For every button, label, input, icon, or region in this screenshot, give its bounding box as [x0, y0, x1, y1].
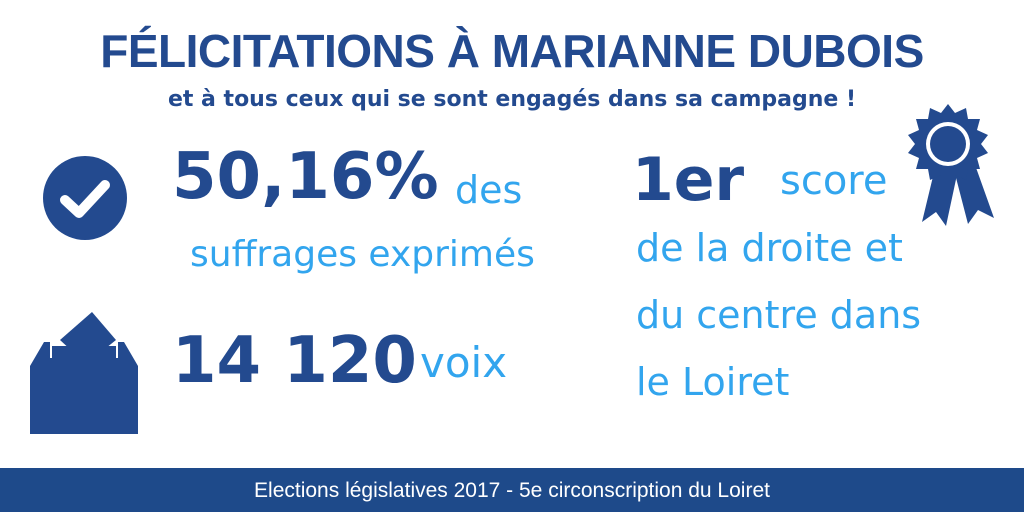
- page-subtitle: et à tous ceux qui se sont engagés dans …: [167, 87, 857, 112]
- votes-suffix: voix: [420, 338, 508, 387]
- ballot-box-icon: [30, 302, 138, 434]
- percent-label: suffrages exprimés: [190, 234, 535, 275]
- percent-value: 50,16%: [172, 140, 439, 214]
- percent-suffix: des: [455, 168, 523, 212]
- rank-line-4: le Loiret: [636, 360, 790, 404]
- rank-line-2: de la droite et: [636, 226, 903, 270]
- check-circle-icon: [42, 155, 128, 241]
- rank-word: score: [780, 158, 888, 204]
- footer-banner: Elections législatives 2017 - 5e circons…: [0, 468, 1024, 512]
- page-title: FÉLICITATIONS À MARIANNE DUBOIS: [100, 25, 924, 77]
- rank-value: 1er: [632, 145, 745, 215]
- rank-line-3: du centre dans: [636, 293, 922, 337]
- votes-value: 14 120: [172, 324, 417, 398]
- award-ribbon-icon: [906, 104, 996, 228]
